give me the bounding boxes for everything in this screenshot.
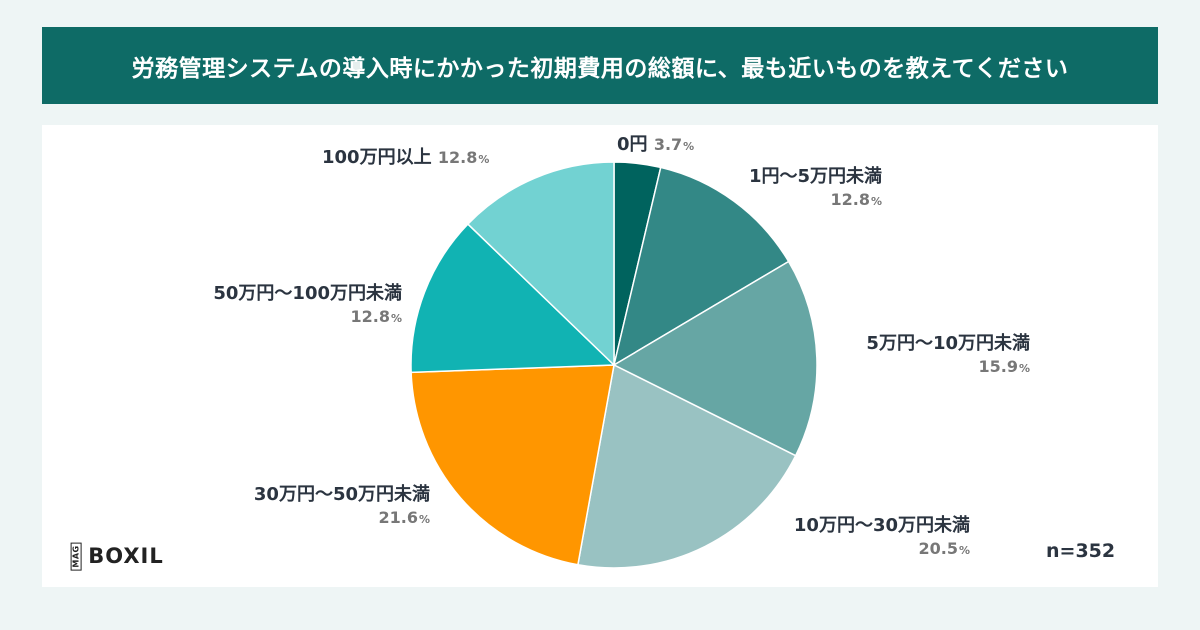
slice-label-6: 100万円以上: [322, 147, 432, 168]
slice-pct-3: 20.5%: [918, 539, 970, 559]
label-slice-2: 5万円～10万円未満 15.9%: [820, 332, 1030, 378]
slice-pct-0: 3.7%: [653, 135, 695, 154]
pie-slice-5: [410, 223, 616, 374]
slice-pct-4: 21.6%: [378, 508, 430, 528]
boxil-logo: MAG BOXIL: [62, 541, 164, 571]
logo-wordmark: BOXIL: [88, 544, 164, 568]
pie-chart: [410, 161, 818, 569]
sample-size: n=352: [1046, 540, 1116, 562]
pie-slice-4: [410, 364, 615, 566]
label-slice-3: 10万円～30万円未満 20.5%: [760, 514, 970, 560]
label-slice-5: 50万円～100万円未満 12.8%: [170, 282, 402, 328]
title-banner: 労務管理システムの導入時にかかった初期費用の総額に、最も近いものを教えてください: [42, 27, 1158, 104]
slice-pct-5: 12.8%: [350, 307, 402, 327]
pie-slice-3: [577, 363, 797, 569]
label-slice-0: 0円 3.7%: [617, 133, 694, 157]
pie-slice-1: [612, 166, 790, 367]
label-slice-6: 100万円以上 12.8%: [322, 146, 489, 170]
label-slice-1: 1円～5万円未満 12.8%: [720, 165, 882, 211]
slice-label-3: 10万円～30万円未満: [793, 515, 970, 536]
slice-pct-2: 15.9%: [978, 357, 1030, 377]
pie-slice-6: [466, 161, 615, 367]
label-slice-4: 30万円～50万円未満 21.6%: [210, 483, 430, 529]
chart-title: 労務管理システムの導入時にかかった初期費用の総額に、最も近いものを教えてください: [131, 55, 1069, 82]
logo-mag-mark: MAG: [70, 541, 82, 571]
pie-slice-2: [612, 260, 818, 457]
slice-pct-6: 12.8%: [437, 148, 490, 167]
slice-label-1: 1円～5万円未満: [748, 166, 882, 187]
slice-label-4: 30万円～50万円未満: [253, 484, 430, 505]
slice-label-0: 0円: [617, 134, 648, 155]
slice-pct-1: 12.8%: [830, 190, 882, 210]
slice-label-5: 50万円～100万円未満: [213, 283, 402, 304]
chart-panel: [42, 125, 1158, 587]
slice-label-2: 5万円～10万円未満: [866, 333, 1030, 354]
